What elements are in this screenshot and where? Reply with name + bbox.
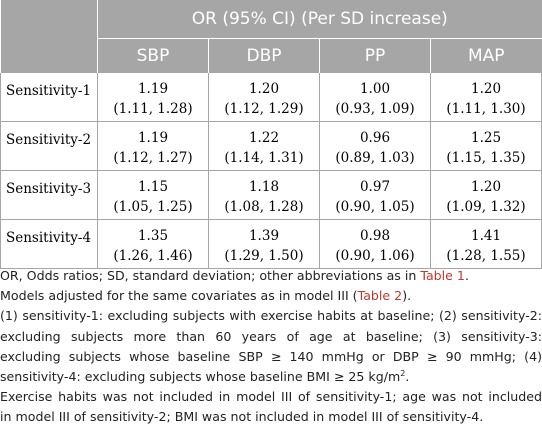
column-header-map: MAP — [430, 38, 542, 73]
table-cell: 1.18 (1.08, 1.28) — [208, 170, 320, 220]
footnote-abbreviations: OR, Odds ratios; SD, standard deviation;… — [0, 266, 542, 286]
odds-ratio: 1.25 — [470, 130, 502, 146]
table-footnotes: OR, Odds ratios; SD, standard deviation;… — [0, 266, 542, 428]
table-row: Sensitivity-3 1.15 (1.05, 1.25) 1.18 (1.08… — [0, 170, 542, 220]
footnote-text: . — [405, 369, 410, 385]
confidence-interval: (1.26, 1.46) — [113, 248, 193, 264]
odds-ratio: 1.19 — [137, 130, 169, 146]
column-header-dbp: DBP — [208, 38, 320, 73]
row-label: Sensitivity-1 — [0, 73, 98, 122]
table-cell: 1.15 (1.05, 1.25) — [97, 170, 209, 220]
confidence-interval: (0.93, 1.09) — [335, 101, 415, 117]
confidence-interval: (0.89, 1.03) — [335, 150, 415, 166]
table-cell: 1.41 (1.28, 1.55) — [430, 219, 542, 269]
footnote-sensitivity-line-1: (1) sensitivity-1: excluding subjects wi… — [0, 308, 542, 324]
footnote-text: ). — [402, 288, 412, 304]
odds-ratio: 1.20 — [470, 81, 502, 97]
odds-ratio: 1.19 — [137, 81, 169, 97]
confidence-interval: (1.29, 1.50) — [224, 248, 304, 264]
footnote-sensitivity-line-4: sensitivity-4: excluding subjects whose … — [0, 367, 542, 387]
odds-ratio: 1.20 — [470, 179, 502, 195]
table-1-link[interactable]: Table 1 — [420, 268, 465, 283]
odds-ratio: 1.15 — [137, 179, 169, 195]
odds-ratio: 1.20 — [248, 81, 280, 97]
row-label: Sensitivity-2 — [0, 121, 98, 171]
table-header-row-2: SBP DBP PP MAP — [1, 38, 542, 73]
table-cell: 1.20 (1.11, 1.30) — [430, 73, 542, 122]
footnote-models: Models adjusted for the same covariates … — [0, 286, 542, 306]
table-cell: 1.39 (1.29, 1.50) — [208, 219, 320, 269]
table-row: Sensitivity-1 1.19 (1.11, 1.28) 1.20 (1.12… — [0, 73, 542, 122]
confidence-interval: (1.09, 1.32) — [446, 199, 526, 215]
footnote-text: sensitivity-4: excluding subjects whose … — [0, 369, 401, 385]
confidence-interval: (0.90, 1.05) — [335, 199, 415, 215]
odds-ratio: 1.39 — [248, 228, 280, 244]
footnote-text: Models adjusted for the same covariates … — [0, 288, 358, 304]
confidence-interval: (1.15, 1.35) — [446, 150, 526, 166]
table-cell: 1.35 (1.26, 1.46) — [97, 219, 209, 269]
table-header-row-1: OR (95% CI) (Per SD increase) — [0, 0, 542, 73]
row-label: Sensitivity-4 — [0, 219, 98, 269]
footnote-text: . — [464, 268, 469, 283]
confidence-interval: (1.11, 1.30) — [446, 101, 526, 117]
table-cell: 1.22 (1.14, 1.31) — [208, 121, 320, 171]
table-cell: 1.25 (1.15, 1.35) — [430, 121, 542, 171]
odds-ratio: 1.18 — [248, 179, 280, 195]
odds-ratio: 1.41 — [470, 228, 502, 244]
table-cell: 1.00 (0.93, 1.09) — [319, 73, 431, 122]
odds-ratio: 0.98 — [359, 228, 391, 244]
confidence-interval: (1.12, 1.29) — [224, 101, 304, 117]
confidence-interval: (1.11, 1.28) — [113, 101, 193, 117]
odds-ratio: 0.97 — [359, 179, 391, 195]
confidence-interval: (0.90, 1.06) — [335, 248, 415, 264]
odds-ratio: 1.35 — [137, 228, 169, 244]
footnote-exclusion-line-1: Exercise habits was not included in mode… — [0, 389, 542, 405]
footnote-sensitivity-line-2: excluding subjects more than 60 years of… — [0, 328, 542, 344]
table-row: Sensitivity-4 1.35 (1.26, 1.46) 1.39 (1.29… — [0, 219, 542, 269]
odds-ratio: 0.96 — [359, 130, 391, 146]
table-row: Sensitivity-2 1.19 (1.12, 1.27) 1.22 (1.14… — [0, 121, 542, 171]
table-cell: 1.19 (1.11, 1.28) — [97, 73, 209, 122]
table-cell: 1.20 (1.12, 1.29) — [208, 73, 320, 122]
odds-ratio: 1.22 — [248, 130, 280, 146]
confidence-interval: (1.28, 1.55) — [446, 248, 526, 264]
column-header-pp: PP — [319, 38, 431, 73]
column-header-sbp: SBP — [97, 38, 209, 73]
row-label: Sensitivity-3 — [0, 170, 98, 220]
odds-ratio: 1.00 — [359, 81, 391, 97]
table-cell: 0.98 (0.90, 1.06) — [319, 219, 431, 269]
header-title: OR (95% CI) (Per SD increase) — [97, 0, 542, 39]
table-cell: 1.19 (1.12, 1.27) — [97, 121, 209, 171]
footnote-sensitivity-line-3: excluding subjects whose baseline SBP ≥ … — [0, 348, 542, 364]
confidence-interval: (1.08, 1.28) — [224, 199, 304, 215]
confidence-interval: (1.05, 1.25) — [113, 199, 193, 215]
confidence-interval: (1.14, 1.31) — [224, 150, 304, 166]
table-cell: 0.97 (0.90, 1.05) — [319, 170, 431, 220]
footnote-exclusion-line-2: in model III of sensitivity-2; BMI was n… — [0, 409, 484, 425]
header-corner — [0, 0, 98, 73]
table-cell: 0.96 (0.89, 1.03) — [319, 121, 431, 171]
table-cell: 1.20 (1.09, 1.32) — [430, 170, 542, 220]
footnote-text: OR, Odds ratios; SD, standard deviation;… — [0, 268, 421, 283]
results-table: OR (95% CI) (Per SD increase) SBP DBP PP… — [0, 0, 542, 269]
confidence-interval: (1.12, 1.27) — [113, 150, 193, 166]
table-2-link[interactable]: Table 2 — [357, 288, 403, 304]
superscript: 2 — [400, 368, 406, 378]
